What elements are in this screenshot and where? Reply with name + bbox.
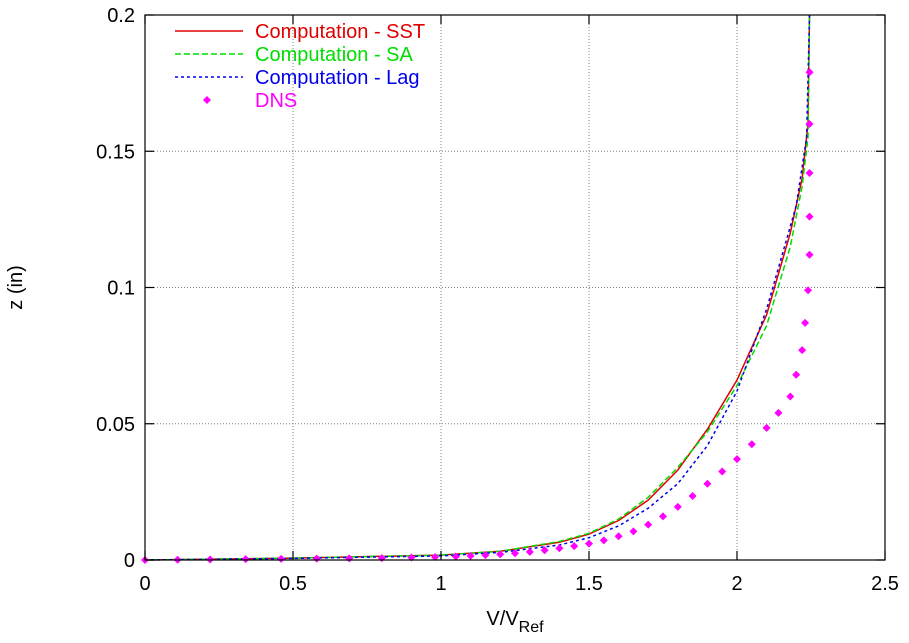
dns-point <box>673 502 682 511</box>
grid <box>145 15 885 560</box>
dns-point <box>431 553 440 562</box>
ticks: 0 0.5 1 1.5 2 2.5 0 0.05 0.1 0.15 0.2 <box>96 5 899 595</box>
dns-point <box>805 212 814 221</box>
y-tick-label: 0.2 <box>107 5 135 27</box>
y-tick-label: 0 <box>124 550 135 572</box>
series-line-computation-lag <box>144 14 811 561</box>
dns-point <box>786 392 795 401</box>
y-axis-label: z (in) <box>5 265 27 309</box>
dns-point <box>774 408 783 417</box>
dns-point <box>466 551 475 560</box>
x-axis-label-main: V/V <box>486 608 519 630</box>
series-dns-markers <box>141 68 814 564</box>
dns-point <box>805 68 814 77</box>
legend-label: Computation - SST <box>255 21 425 43</box>
x-tick-label: 2 <box>731 573 742 595</box>
y-tick-label: 0.05 <box>96 414 135 436</box>
x-tick-label: 0 <box>139 573 150 595</box>
y-tick-label: 0.1 <box>107 278 135 300</box>
dns-point <box>585 539 593 548</box>
x-tick-label: 1.5 <box>575 573 603 595</box>
dns-point <box>481 551 490 560</box>
dns-point <box>555 544 564 553</box>
dns-point <box>703 479 712 488</box>
dns-point <box>659 512 667 521</box>
dns-point <box>805 250 814 259</box>
dns-point <box>451 552 460 561</box>
dns-point <box>599 536 608 545</box>
legend-label: Computation - Lag <box>255 67 420 89</box>
dns-point <box>241 555 250 564</box>
dns-point <box>718 467 727 476</box>
x-tick-label: 2.5 <box>871 573 899 595</box>
y-tick-label: 0.15 <box>96 141 135 163</box>
dns-point <box>629 527 638 536</box>
x-axis-label-subscript: Ref <box>519 619 544 636</box>
dns-point <box>345 554 354 563</box>
series-layer <box>141 14 814 564</box>
dns-point <box>747 440 756 449</box>
dns-point <box>805 169 814 178</box>
x-tick-label: 0.5 <box>279 573 307 595</box>
dns-point <box>277 554 286 563</box>
dns-point <box>540 546 549 555</box>
x-axis-label: V/VRef <box>486 608 544 636</box>
legend-label: Computation - SA <box>255 44 414 66</box>
dns-point <box>525 547 534 556</box>
legend-label: DNS <box>255 90 297 112</box>
x-tick-label: 1 <box>435 573 446 595</box>
legend-swatch-dns <box>203 96 211 104</box>
dns-point <box>496 550 505 559</box>
dns-point <box>798 346 807 355</box>
dns-point <box>792 370 801 379</box>
dns-point <box>688 491 697 500</box>
dns-point <box>614 532 623 541</box>
dns-point <box>570 542 579 551</box>
dns-point <box>762 423 771 432</box>
dns-point <box>733 455 741 464</box>
dns-point <box>644 520 653 529</box>
dns-point <box>312 554 321 563</box>
dns-point <box>511 549 519 558</box>
dns-point <box>377 554 386 563</box>
dns-point <box>805 120 814 128</box>
dns-point <box>804 286 813 295</box>
dns-point <box>801 318 810 327</box>
